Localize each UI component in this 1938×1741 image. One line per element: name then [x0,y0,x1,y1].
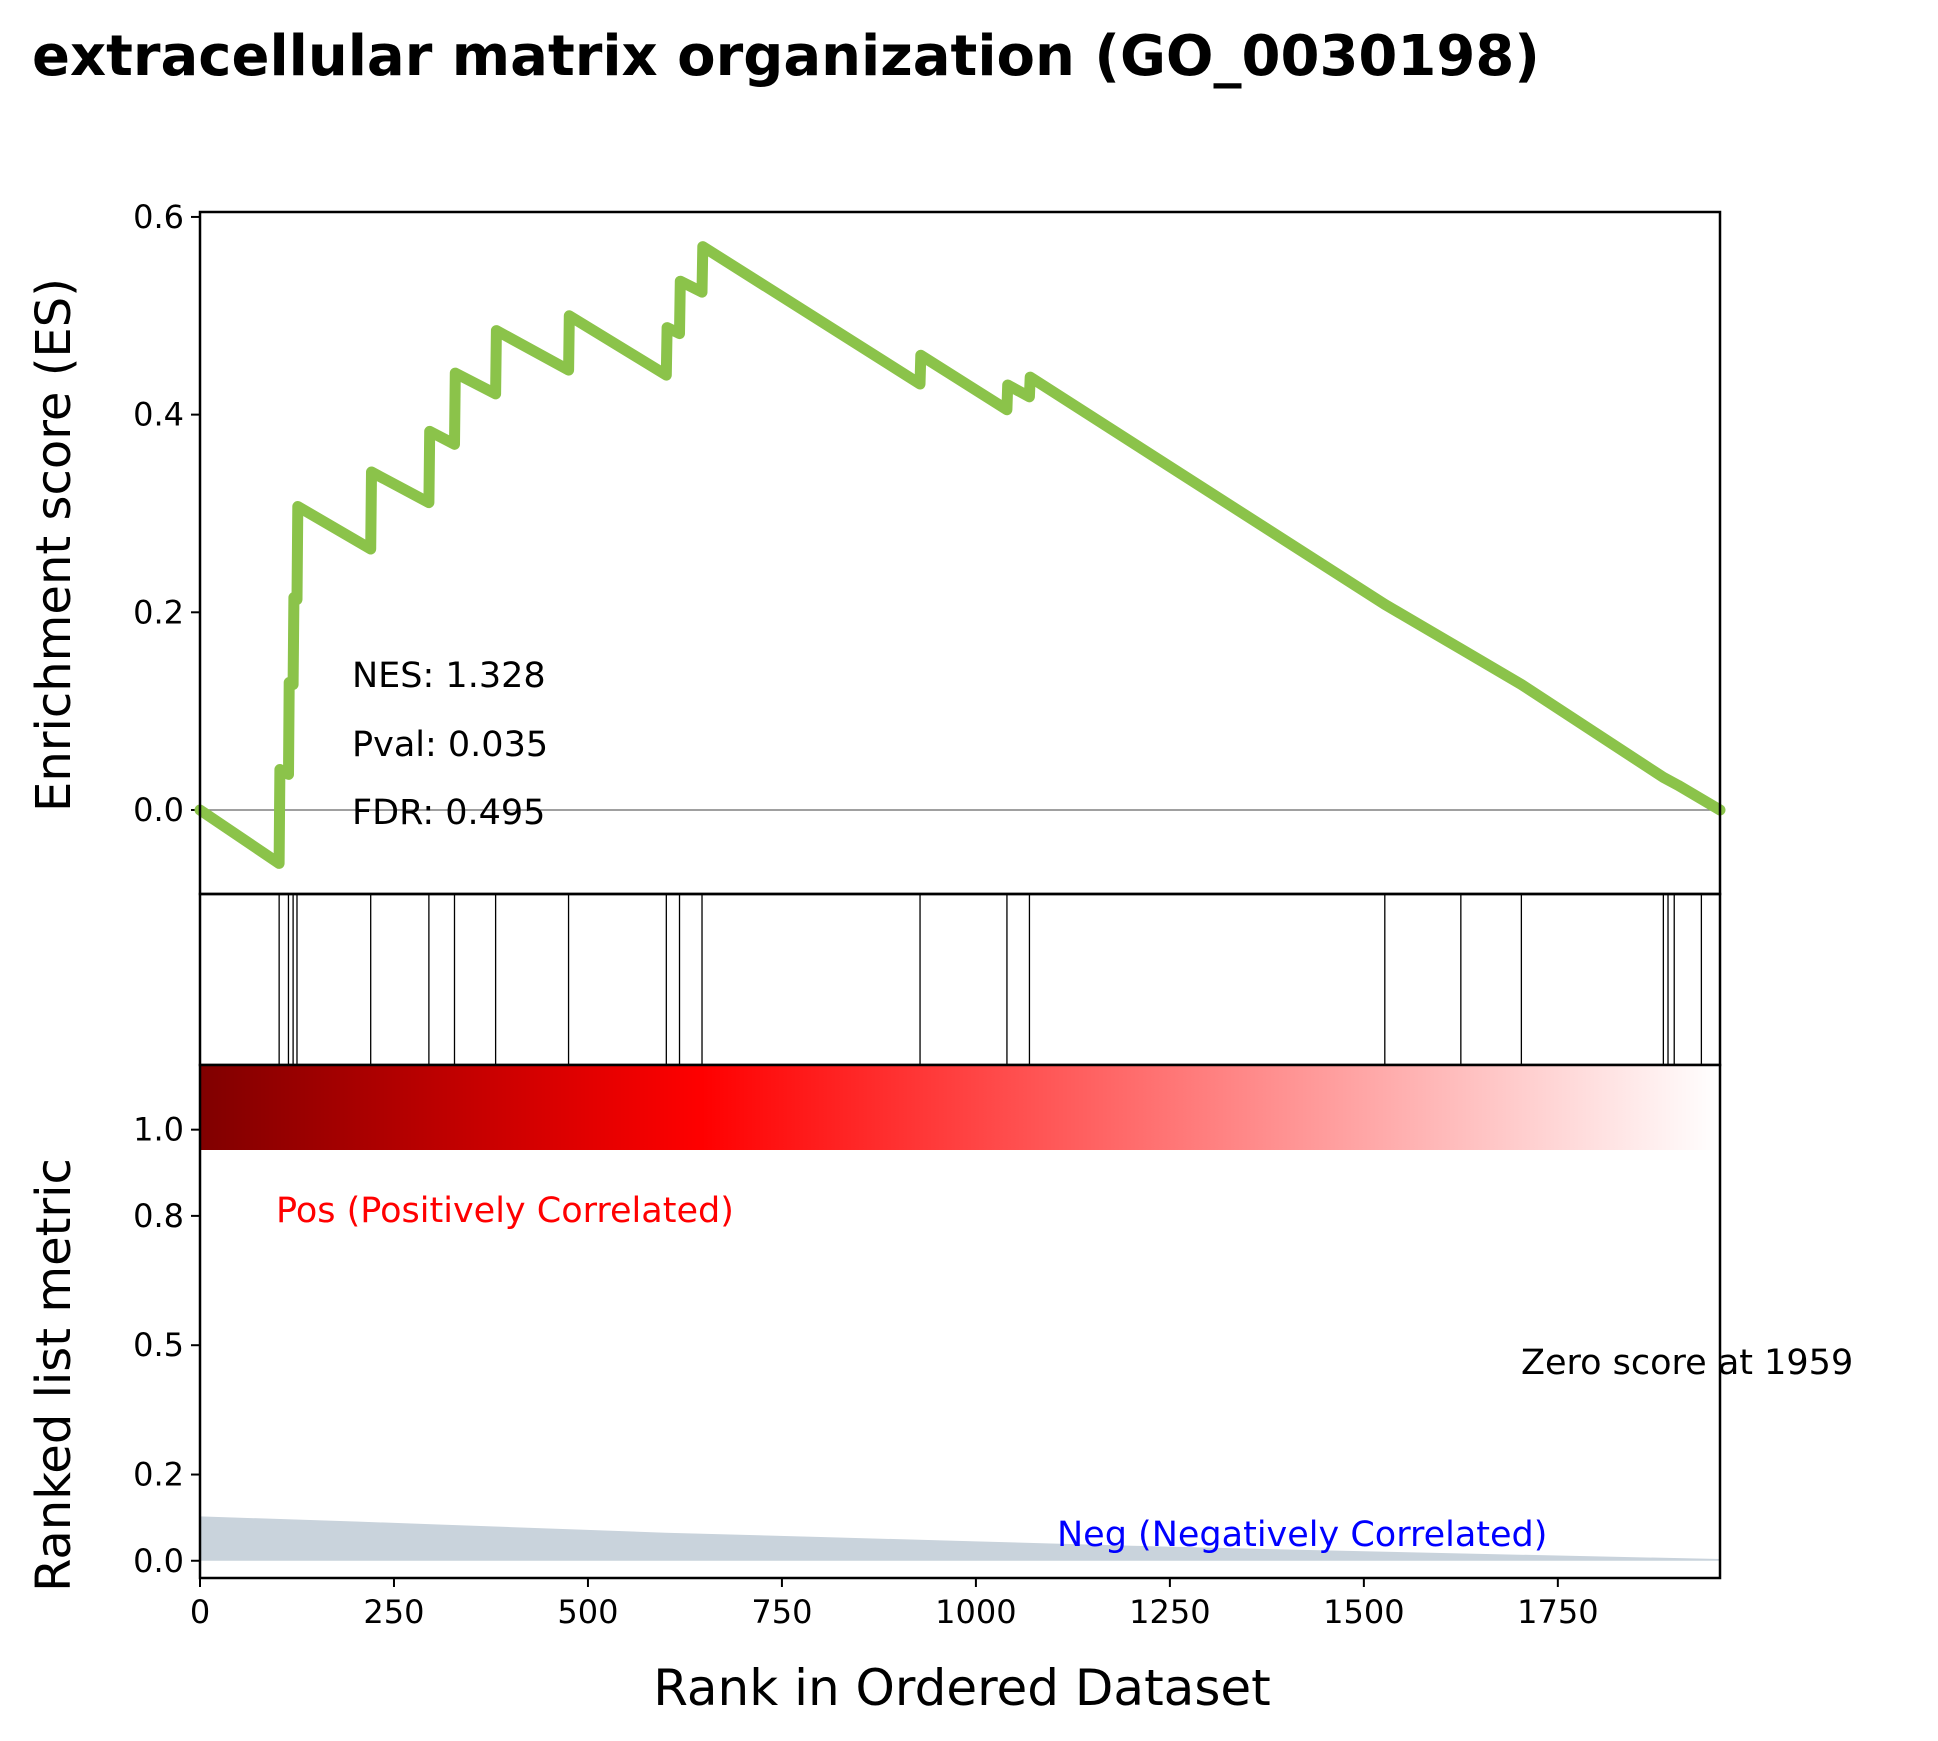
rank-axis-ticks: 0.0 0.2 0.5 0.8 1.0 [133,1111,200,1580]
rank-panel: 0.0 0.2 0.5 0.8 1.0 Pos (Positively Correlat… [133,1063,1853,1580]
es-y-tick-label: 0.2 [133,593,184,631]
x-axis-label: Rank in Ordered Dataset [653,1659,1270,1717]
x-tick-label: 0 [190,1593,210,1631]
es-series-line [194,241,1726,869]
ranked-metric-area [200,1516,1720,1561]
nes-annotation: NES: 1.328 [352,656,546,696]
hits-panel-frame [198,892,1722,1067]
heatmap-bar [200,1065,1720,1150]
x-tick-label: 1500 [1323,1593,1404,1631]
pos-label: Pos (Positively Correlated) [276,1191,734,1231]
es-panel-frame [198,210,1722,896]
es-y-tick-label: 0.0 [133,791,184,829]
es-y-tick-label: 0.4 [133,396,184,434]
zero-score-label: Zero score at 1959 [1521,1343,1853,1383]
fdr-annotation: FDR: 0.495 [352,793,545,833]
x-tick-label: 1250 [1129,1593,1210,1631]
rank-y-tick-label: 0.5 [133,1326,184,1364]
rank-panel-frame [198,1063,1722,1580]
x-axis-ticks: 0 250 500 750 1000 1250 1500 1750 [190,1578,1599,1631]
pval-annotation: Pval: 0.035 [352,725,548,765]
rank-y-tick-label: 1.0 [133,1111,184,1149]
hits-panel [198,892,1722,1067]
hit-lines [278,894,1703,1065]
x-tick-label: 750 [751,1593,812,1631]
neg-label: Neg (Negatively Correlated) [1057,1515,1547,1555]
es-axis-label: Enrichment score (ES) [26,278,82,812]
x-tick-label: 1000 [935,1593,1016,1631]
x-tick-label: 1750 [1517,1593,1598,1631]
chart-title: extracellular matrix organization (GO_00… [32,24,1540,89]
rank-y-tick-label: 0.2 [133,1456,184,1494]
x-tick-label: 250 [363,1593,424,1631]
rank-y-tick-label: 0.8 [133,1197,184,1235]
es-axis-ticks: 0.0 0.2 0.4 0.6 [133,198,200,829]
es-y-tick-label: 0.6 [133,198,184,236]
rank-axis-label: Ranked list metric [26,1158,82,1592]
es-panel: 0.0 0.2 0.4 0.6 NES: 1.328 Pval: 0.035 FDR:… [133,198,1726,896]
rank-y-tick-label: 0.0 [133,1542,184,1580]
x-tick-label: 500 [557,1593,618,1631]
